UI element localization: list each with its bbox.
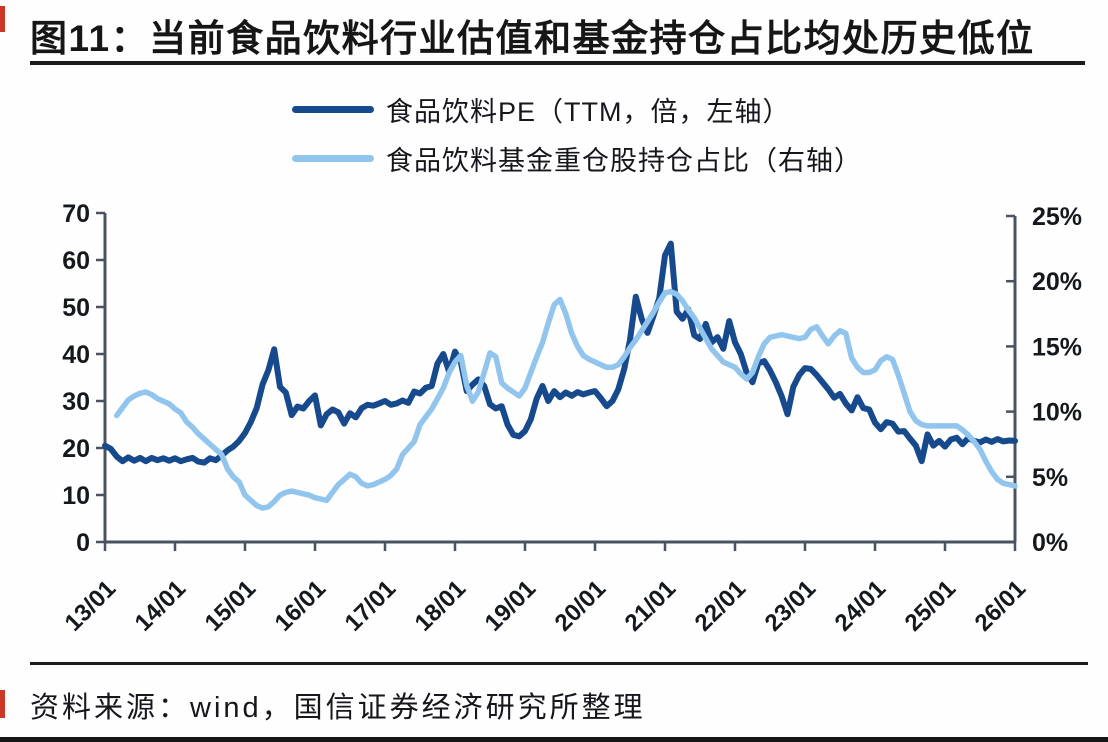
left-axis-tick-label: 0 xyxy=(76,529,90,557)
x-axis-tick-label: 23/01 xyxy=(760,575,822,637)
right-axis-tick-label: 20% xyxy=(1032,268,1082,296)
figure-title: 图11：当前食品饮料行业估值和基金持仓占比均处历史低位 xyxy=(30,18,1035,59)
left-axis-tick-label: 20 xyxy=(62,435,90,463)
x-axis-tick-label: 16/01 xyxy=(270,575,332,637)
x-axis-tick-label: 15/01 xyxy=(200,575,262,637)
holdings-line-label: 食品饮料基金重仓股持仓占比（右轴） xyxy=(386,146,862,176)
x-axis-tick-label: 14/01 xyxy=(130,575,192,637)
source-note: 资料来源：wind，国信证券经济研究所整理 xyxy=(30,692,646,724)
left-axis-tick-label: 60 xyxy=(62,247,90,275)
right-axis-tick-label: 15% xyxy=(1032,333,1082,361)
x-axis-tick-label: 21/01 xyxy=(620,575,682,637)
legend-item-pe: 食品饮料PE（TTM，倍，左轴） xyxy=(292,90,791,129)
left-axis-tick-label: 70 xyxy=(62,200,90,228)
right-axis-tick-label: 25% xyxy=(1032,203,1082,231)
source-divider xyxy=(30,662,1088,665)
red-edge-mark-bottom xyxy=(0,690,5,718)
x-axis-tick-label: 17/01 xyxy=(340,575,402,637)
x-axis-tick-label: 19/01 xyxy=(480,575,542,637)
red-edge-mark-top xyxy=(0,6,5,32)
pe-line-label: 食品饮料PE（TTM，倍，左轴） xyxy=(386,97,791,127)
x-axis-tick-label: 20/01 xyxy=(550,575,612,637)
bottom-border xyxy=(0,737,1108,742)
right-axis-tick-label: 10% xyxy=(1032,399,1082,427)
left-axis-tick-label: 50 xyxy=(62,294,90,322)
right-axis-tick-label: 0% xyxy=(1032,529,1068,557)
pe-line-swatch xyxy=(292,106,374,113)
right-axis-tick-label: 5% xyxy=(1032,464,1068,492)
x-axis-tick-label: 13/01 xyxy=(60,575,122,637)
x-axis-tick-label: 26/01 xyxy=(970,575,1032,637)
holdings-line-swatch xyxy=(292,155,374,162)
left-axis-tick-label: 10 xyxy=(62,482,90,510)
title-divider xyxy=(30,61,1085,65)
x-axis-tick-label: 24/01 xyxy=(830,575,892,637)
left-axis-tick-label: 30 xyxy=(62,388,90,416)
x-axis-tick-label: 22/01 xyxy=(690,575,752,637)
pe-line xyxy=(102,240,1018,466)
holdings-line xyxy=(113,288,1018,511)
left-axis-tick-label: 40 xyxy=(62,341,90,369)
legend-item-holdings: 食品饮料基金重仓股持仓占比（右轴） xyxy=(292,139,862,178)
x-axis-tick-label: 25/01 xyxy=(900,575,962,637)
x-axis-tick-label: 18/01 xyxy=(410,575,472,637)
